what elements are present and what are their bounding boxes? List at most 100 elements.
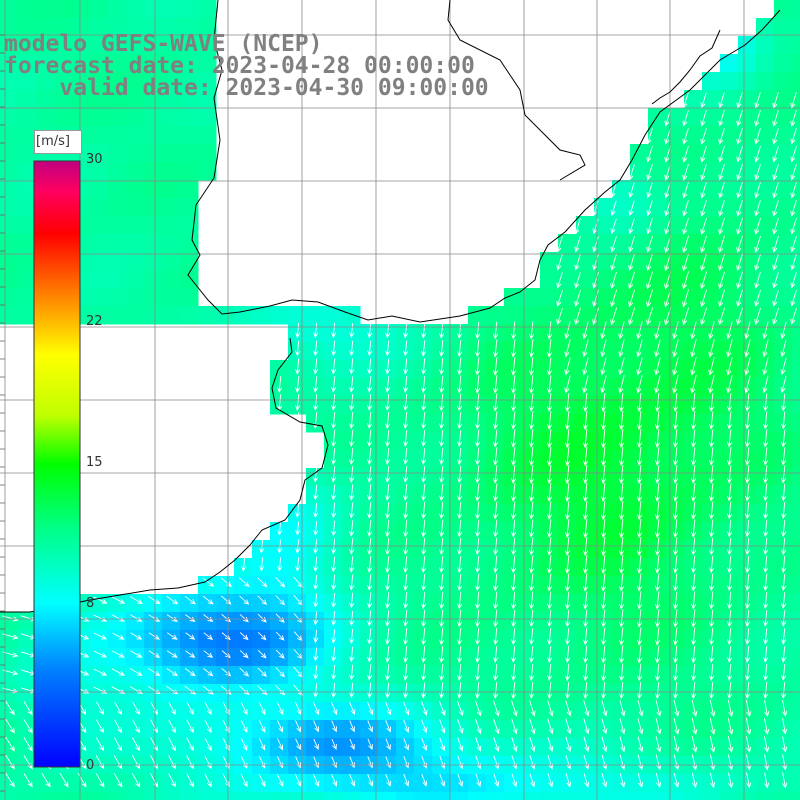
wind-arrow: [781, 610, 787, 627]
wind-arrow: [528, 573, 535, 592]
wind-arrow: [5, 701, 15, 716]
wind-arrow: [457, 429, 463, 448]
wind-arrow: [718, 146, 725, 163]
wind-arrow: [780, 447, 787, 466]
wind-arrow: [628, 218, 635, 235]
wind-arrow: [655, 772, 662, 788]
wind-speed-cell: [36, 630, 55, 649]
wind-arrow: [204, 773, 212, 788]
wind-speed-cell: [558, 720, 577, 739]
wind-arrow: [700, 217, 707, 235]
wind-speed-cell: [180, 72, 199, 91]
wind-speed-cell: [0, 648, 19, 667]
wind-arrow: [130, 650, 143, 658]
wind-speed-cell: [342, 792, 361, 800]
wind-speed-cell: [180, 630, 199, 649]
wind-speed-cell: [792, 108, 800, 127]
wind-speed-cell: [108, 0, 127, 19]
wind-arrow: [492, 465, 499, 484]
wind-arrow: [439, 501, 445, 520]
wind-speed-cell: [792, 684, 800, 703]
wind-arrow: [718, 164, 725, 181]
wind-arrow: [790, 272, 797, 289]
wind-speed-cell: [720, 774, 739, 793]
wind-arrow: [655, 754, 662, 771]
wind-speed-cell: [630, 738, 649, 757]
wind-arrow: [421, 682, 427, 699]
wind-arrow: [528, 591, 535, 610]
wind-arrow: [691, 699, 698, 718]
wind-speed-cell: [126, 144, 145, 163]
wind-arrow: [528, 321, 535, 340]
wind-speed-cell: [666, 162, 685, 181]
wind-arrow: [457, 737, 464, 752]
wind-arrow: [583, 609, 589, 628]
wind-arrow: [295, 503, 301, 518]
wind-arrow: [421, 429, 427, 448]
wind-arrow: [528, 464, 535, 485]
wind-arrow: [754, 110, 761, 127]
wind-arrow: [690, 392, 697, 413]
wind-arrow: [744, 429, 751, 448]
wind-speed-cell: [108, 666, 127, 685]
wind-arrow: [456, 501, 463, 520]
wind-arrow: [636, 627, 643, 646]
wind-arrow: [564, 482, 571, 503]
wind-speed-cell: [792, 288, 800, 307]
wind-speed-cell: [36, 702, 55, 721]
wind-speed-cell: [666, 234, 685, 253]
wind-speed-cell: [234, 576, 253, 595]
wind-arrow: [96, 701, 105, 716]
wind-speed-cell: [630, 162, 649, 181]
wind-speed-cell: [108, 144, 127, 163]
wind-speed-cell: [198, 108, 217, 127]
wind-arrow: [493, 773, 500, 788]
wind-speed-cell: [738, 162, 757, 181]
wind-arrow: [636, 591, 643, 610]
wind-arrow: [582, 500, 589, 521]
wind-speed-cell: [738, 306, 757, 325]
wind-speed-cell: [18, 684, 37, 703]
wind-speed-cell: [144, 144, 163, 163]
wind-speed-cell: [702, 702, 721, 721]
wind-speed-cell: [720, 144, 739, 163]
wind-arrow: [385, 376, 391, 393]
wind-arrow: [275, 649, 285, 659]
wind-speed-cell: [522, 792, 541, 800]
wind-arrow: [277, 738, 284, 751]
wind-arrow: [239, 632, 249, 641]
wind-arrow: [636, 392, 643, 413]
wind-speed-cell: [162, 306, 181, 325]
wind-arrow: [277, 376, 283, 393]
wind-speed-cell: [540, 252, 559, 271]
wind-arrow: [113, 773, 123, 788]
wind-arrow: [239, 595, 250, 605]
wind-arrow: [421, 774, 428, 787]
wind-speed-cell: [198, 630, 217, 649]
wind-speed-cell: [162, 738, 181, 757]
wind-arrow: [790, 254, 797, 271]
wind-arrow: [772, 200, 779, 217]
wind-arrow: [403, 682, 409, 699]
wind-speed-cell: [108, 54, 127, 73]
wind-speed-cell: [198, 666, 217, 685]
wind-speed-cell: [216, 684, 235, 703]
wind-arrow: [672, 411, 679, 430]
wind-speed-cell: [90, 684, 109, 703]
wind-arrow: [672, 429, 679, 448]
wind-speed-cell: [0, 612, 19, 631]
wind-arrow: [564, 464, 571, 485]
wind-arrow: [637, 663, 643, 682]
wind-speed-cell: [576, 702, 595, 721]
wind-speed-cell: [126, 162, 145, 181]
wind-arrow: [403, 719, 410, 733]
wind-arrow: [403, 448, 409, 465]
wind-speed-cell: [468, 702, 487, 721]
wind-arrow: [654, 339, 661, 358]
wind-speed-cell: [702, 288, 721, 307]
wind-arrow: [628, 200, 635, 217]
wind-speed-cell: [666, 738, 685, 757]
wind-speed-cell: [72, 774, 91, 793]
wind-speed-cell: [144, 774, 163, 793]
wind-speed-cell: [234, 684, 253, 703]
